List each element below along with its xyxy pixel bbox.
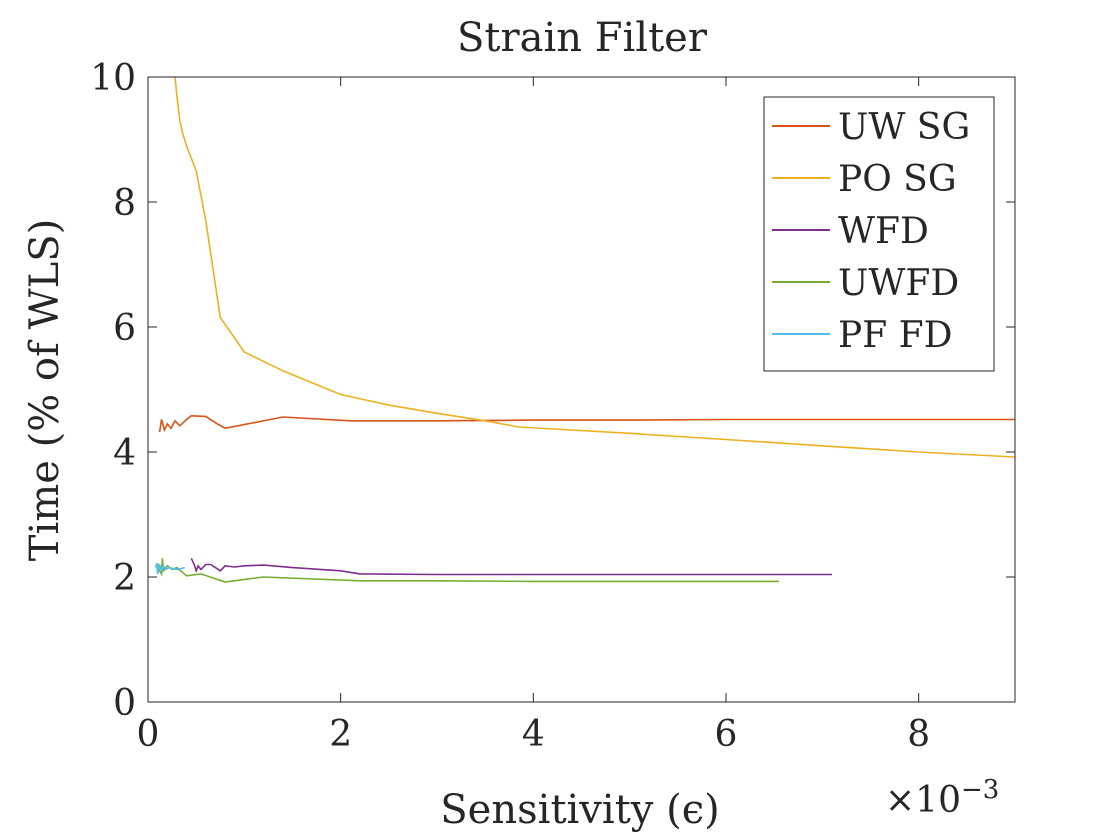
x-tick-label: 2 xyxy=(329,714,352,755)
x-multiplier-exponent: −3 xyxy=(961,775,999,805)
series-line-2 xyxy=(190,557,832,576)
legend-label-4: PF FD xyxy=(838,315,953,356)
legend-label-2: WFD xyxy=(838,211,929,252)
chart-title: Strain Filter xyxy=(457,15,708,61)
x-tick-label: 8 xyxy=(907,714,930,755)
y-tick-label: 4 xyxy=(113,433,136,474)
series-line-1 xyxy=(174,76,1016,458)
y-tick-label: 6 xyxy=(113,308,136,349)
x-axis-multiplier: ×10−3 xyxy=(885,775,999,821)
series-line-0 xyxy=(158,414,1015,433)
legend: UW SG PO SG WFD UWFD PF FD xyxy=(763,96,995,372)
legend-label-0: UW SG xyxy=(838,107,970,148)
y-tick-label: 0 xyxy=(113,683,136,724)
x-tick-label: 0 xyxy=(137,714,160,755)
y-tick-label: 8 xyxy=(113,183,136,224)
axis-ticks: 0 2 4 6 8 0 2 4 6 8 10 xyxy=(90,58,1015,755)
x-axis-label: Sensitivity (ϵ) xyxy=(440,787,719,833)
series-line-3 xyxy=(156,558,779,583)
legend-label-3: UWFD xyxy=(838,263,959,304)
x-tick-label: 4 xyxy=(522,714,545,755)
y-axis-label: Time (% of WLS) xyxy=(22,219,68,561)
plot-lines xyxy=(154,76,1016,583)
legend-label-1: PO SG xyxy=(838,159,957,200)
y-tick-label: 2 xyxy=(113,558,136,599)
plot-axes-box xyxy=(147,76,1016,703)
x-tick-label: 6 xyxy=(715,714,738,755)
x-multiplier-base: ×10 xyxy=(885,780,961,821)
y-tick-label: 10 xyxy=(90,58,136,99)
series-line-4 xyxy=(154,563,185,575)
legend-box xyxy=(763,96,995,372)
